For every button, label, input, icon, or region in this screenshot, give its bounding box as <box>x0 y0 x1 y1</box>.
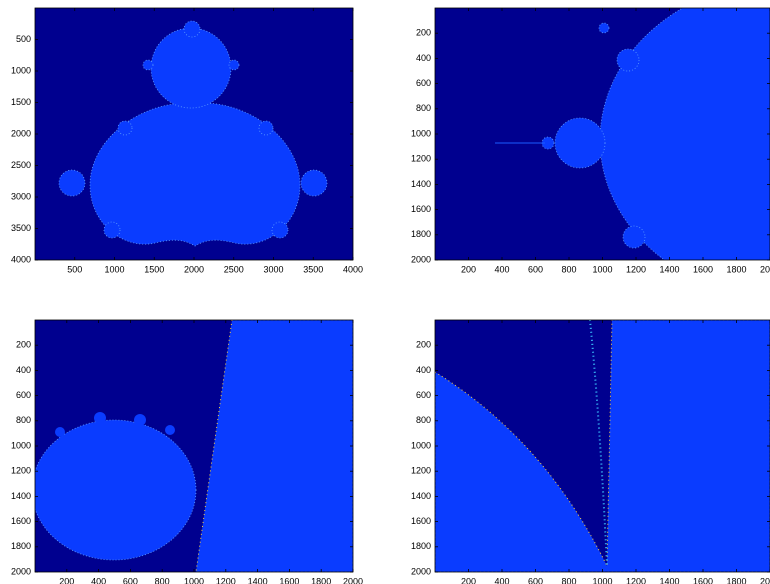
x-tick-label: 600 <box>123 576 138 584</box>
y-tick-label: 2000 <box>11 128 31 138</box>
y-tick-label: 1400 <box>411 179 431 189</box>
y-tick-label: 2000 <box>411 566 431 576</box>
x-tick-label: 1200 <box>626 576 646 584</box>
y-tick-label: 200 <box>416 340 431 350</box>
y-tick-label: 800 <box>416 415 431 425</box>
x-tick-label: 1600 <box>693 576 713 584</box>
y-tick-label: 600 <box>416 390 431 400</box>
x-tick-label: 200 <box>59 576 74 584</box>
x-tick-label: 200 <box>461 264 476 274</box>
x-tick-label: 1400 <box>248 576 268 584</box>
y-tick-label: 3500 <box>11 223 31 233</box>
x-tick-label: 600 <box>528 264 543 274</box>
y-tick-label: 1200 <box>411 154 431 164</box>
y-tick-label: 2000 <box>411 254 431 264</box>
y-tick-label: 1000 <box>411 440 431 450</box>
x-tick-label: 1200 <box>626 264 646 274</box>
image-3 <box>32 320 353 572</box>
y-tick-label: 500 <box>16 34 31 44</box>
y-tick-label: 1400 <box>11 491 31 501</box>
x-tick-label: 1600 <box>693 264 713 274</box>
y-tick-label: 600 <box>416 78 431 88</box>
y-tick-label: 1600 <box>411 516 431 526</box>
x-tick-label: 2500 <box>224 264 244 274</box>
x-tick-label: 1800 <box>726 264 746 274</box>
figure: 500 1000 1500 2000 2500 3000 3500 4000 500 1000 15… <box>0 0 770 584</box>
x-tick-label: 800 <box>561 264 576 274</box>
x-tick-label: 800 <box>561 576 576 584</box>
x-tick-label: 1000 <box>592 264 612 274</box>
x-tick-label: 400 <box>494 264 509 274</box>
x-tick-label: 200 <box>461 576 476 584</box>
y-tick-label: 4000 <box>11 254 31 264</box>
y-tick-label: 600 <box>16 390 31 400</box>
x-tick-label: 2000 <box>760 264 770 274</box>
y-tick-label: 1800 <box>411 229 431 239</box>
y-tick-label: 1500 <box>11 97 31 107</box>
x-tick-label: 2000 <box>343 576 363 584</box>
y-tick-label: 1400 <box>411 491 431 501</box>
y-tick-label: 800 <box>16 415 31 425</box>
y-tick-label: 1000 <box>11 65 31 75</box>
page: {"chart_data": [ {"type": "image", "xlim… <box>0 0 770 584</box>
image-4 <box>435 320 770 572</box>
x-tick-label: 3000 <box>263 264 283 274</box>
y-tick-label: 200 <box>16 340 31 350</box>
x-tick-label: 400 <box>494 576 509 584</box>
y-tick-label: 400 <box>416 53 431 63</box>
x-tick-label: 500 <box>67 264 82 274</box>
x-tick-label: 1000 <box>592 576 612 584</box>
x-tick-label: 2000 <box>184 264 204 274</box>
y-tick-label: 1600 <box>411 204 431 214</box>
image-1 <box>35 8 353 260</box>
y-tick-label: 3000 <box>11 191 31 201</box>
x-tick-label: 1500 <box>144 264 164 274</box>
x-tick-label: 2000 <box>760 576 770 584</box>
x-tick-label: 600 <box>528 576 543 584</box>
x-tick-label: 1000 <box>184 576 204 584</box>
y-tick-label: 1000 <box>411 128 431 138</box>
y-tick-label: 1200 <box>411 466 431 476</box>
x-tick-label: 400 <box>91 576 106 584</box>
y-tick-label: 1800 <box>11 541 31 551</box>
x-tick-label: 1200 <box>216 576 236 584</box>
y-tick-label: 1200 <box>11 466 31 476</box>
y-tick-label: 400 <box>16 365 31 375</box>
y-tick-label: 1600 <box>11 516 31 526</box>
y-tick-label: 400 <box>416 365 431 375</box>
y-tick-label: 2500 <box>11 160 31 170</box>
x-tick-label: 1000 <box>104 264 124 274</box>
y-tick-label: 1000 <box>11 440 31 450</box>
x-tick-label: 1800 <box>726 576 746 584</box>
x-tick-label: 4000 <box>343 264 363 274</box>
x-tick-label: 1600 <box>279 576 299 584</box>
image-2 <box>435 0 770 300</box>
y-tick-label: 200 <box>416 28 431 38</box>
y-tick-label: 2000 <box>11 566 31 576</box>
x-tick-label: 3500 <box>303 264 323 274</box>
x-tick-label: 1400 <box>659 576 679 584</box>
x-tick-label: 1800 <box>311 576 331 584</box>
y-tick-label: 1800 <box>411 541 431 551</box>
y-tick-label: 800 <box>416 103 431 113</box>
x-tick-label: 1400 <box>659 264 679 274</box>
x-tick-label: 800 <box>155 576 170 584</box>
